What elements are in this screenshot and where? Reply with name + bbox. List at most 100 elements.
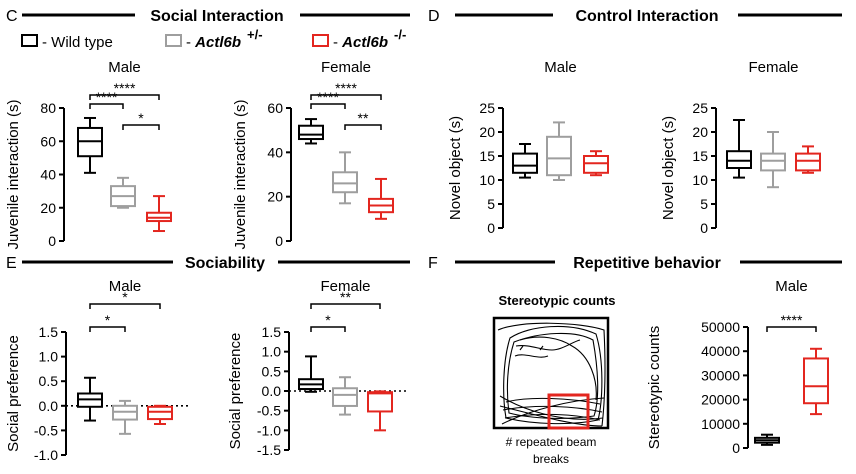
- y-tick-label: 5: [487, 196, 495, 212]
- panel-heading-d: Control Interaction: [575, 8, 718, 25]
- y-tick-label: 0.5: [262, 363, 282, 379]
- legend-swatch-ko: [312, 34, 329, 47]
- y-tick-label: 25: [479, 100, 495, 116]
- y-tick-label: 1.5: [262, 324, 282, 340]
- y-axis-label: Social preference: [227, 333, 244, 450]
- box-actl6b-: [147, 404, 173, 426]
- y-tick-label: 1.0: [39, 349, 59, 365]
- significance-bracket: [310, 303, 381, 309]
- y-tick-label: -1.0: [34, 447, 58, 463]
- y-tick-label: 30000: [701, 367, 740, 383]
- box-iqr: [546, 135, 572, 177]
- legend-label-ko: - Actl6b -/-: [333, 27, 406, 51]
- stereotypy-title: Stereotypic counts: [498, 293, 615, 308]
- box-iqr: [795, 152, 821, 172]
- y-tick-label: 0.0: [262, 383, 282, 399]
- y-axis-label: Novel object (s): [660, 116, 677, 220]
- y-tick-label: 20: [479, 124, 495, 140]
- panel-heading-e: Sociability: [185, 255, 265, 272]
- panel-letter-f: F: [428, 255, 438, 272]
- bracket-line: [766, 326, 817, 332]
- y-tick-label: 1.5: [39, 324, 59, 340]
- legend-label-wild-type: - Wild type: [42, 34, 113, 51]
- chart-title: Female: [321, 59, 371, 76]
- y-tick-label: 40: [267, 144, 283, 160]
- box-iqr: [583, 155, 609, 174]
- significance-label: **: [358, 110, 369, 126]
- chart-title: Male: [109, 278, 142, 295]
- stereotypy-caption-line1: # repeated beam: [506, 435, 597, 449]
- bracket-line: [122, 124, 160, 130]
- panel-heading-c: Social Interaction: [150, 8, 283, 25]
- box-actl6b-: [332, 151, 358, 205]
- box-actl6b-: [546, 121, 572, 181]
- y-tick-label: 40000: [701, 343, 740, 359]
- box-actl6b-: [583, 150, 609, 177]
- bracket-line: [310, 94, 382, 100]
- box-actl6b-: [368, 177, 394, 220]
- y-tick-label: 0.5: [39, 373, 59, 389]
- y-tick-label: 40: [40, 167, 56, 183]
- y-tick-label: 25: [692, 100, 708, 116]
- y-tick-label: 10: [692, 172, 708, 188]
- box-wild-type: [77, 116, 103, 174]
- significance-label: ****: [317, 89, 339, 105]
- box-actl6b-: [367, 390, 393, 432]
- chart-E-female: Female -1.5 -1.0 -0.5 0.0 0.5 1.0 1.5 Social pre…: [227, 278, 408, 458]
- box-iqr: [726, 150, 752, 169]
- box-wild-type: [754, 433, 780, 446]
- box-iqr: [803, 357, 829, 405]
- y-tick-label: 15: [479, 148, 495, 164]
- bracket-line: [89, 94, 160, 100]
- y-tick-label: 0: [48, 233, 56, 249]
- y-tick-label: 20: [692, 124, 708, 140]
- y-tick-label: 20: [267, 189, 283, 205]
- box-actl6b-: [146, 195, 172, 233]
- y-axis-label: Juvenile interaction (s): [232, 99, 249, 249]
- box-wild-type: [298, 118, 324, 145]
- significance-bracket: [766, 326, 817, 332]
- repeated-beam-region: [547, 393, 590, 430]
- box-actl6b-: [110, 176, 136, 209]
- y-tick-label: -0.5: [34, 422, 58, 438]
- chart-F-male: Male 0 10000 20000 30000 40000 50000 Stereotypi…: [646, 278, 829, 456]
- significance-bracket: [310, 94, 382, 100]
- significance-label: ****: [781, 312, 803, 328]
- y-axis-label: Social preference: [5, 335, 22, 452]
- bracket-line: [89, 326, 126, 332]
- box-iqr: [298, 124, 324, 141]
- box-wild-type: [726, 119, 752, 179]
- y-tick-label: 0.0: [39, 398, 59, 414]
- y-tick-label: 0: [487, 220, 495, 236]
- y-tick-label: -1.0: [257, 422, 281, 438]
- significance-bracket: [89, 103, 124, 109]
- significance-label: ****: [96, 89, 118, 105]
- significance-bracket: [310, 103, 346, 109]
- significance-label: **: [340, 289, 351, 305]
- legend-swatch-het: [165, 34, 182, 47]
- significance-bracket: [89, 303, 161, 309]
- panel-letter-c: C: [6, 8, 18, 25]
- y-tick-label: 1.0: [262, 344, 282, 360]
- box-iqr: [512, 152, 538, 174]
- chart-title: Male: [544, 59, 577, 76]
- significance-bracket: [310, 326, 346, 332]
- y-tick-label: 20000: [701, 392, 740, 408]
- legend-label-het: - Actl6b +/-: [186, 27, 263, 51]
- box-iqr: [147, 405, 173, 421]
- chart-E-male: Male -1.0 -0.5 0.0 0.5 1.0 1.5 Social preferenc…: [5, 278, 188, 463]
- chart-title: Male: [775, 278, 808, 295]
- box-actl6b-: [803, 347, 829, 416]
- box-iqr: [760, 152, 786, 172]
- box-actl6b-: [760, 131, 786, 189]
- significance-label: *: [138, 110, 144, 126]
- bracket-line: [310, 103, 346, 109]
- bracket-line: [310, 326, 346, 332]
- y-axis-label: Novel object (s): [447, 116, 464, 220]
- box-wild-type: [298, 355, 324, 393]
- y-tick-label: -1.5: [257, 442, 281, 458]
- y-tick-label: 15: [692, 148, 708, 164]
